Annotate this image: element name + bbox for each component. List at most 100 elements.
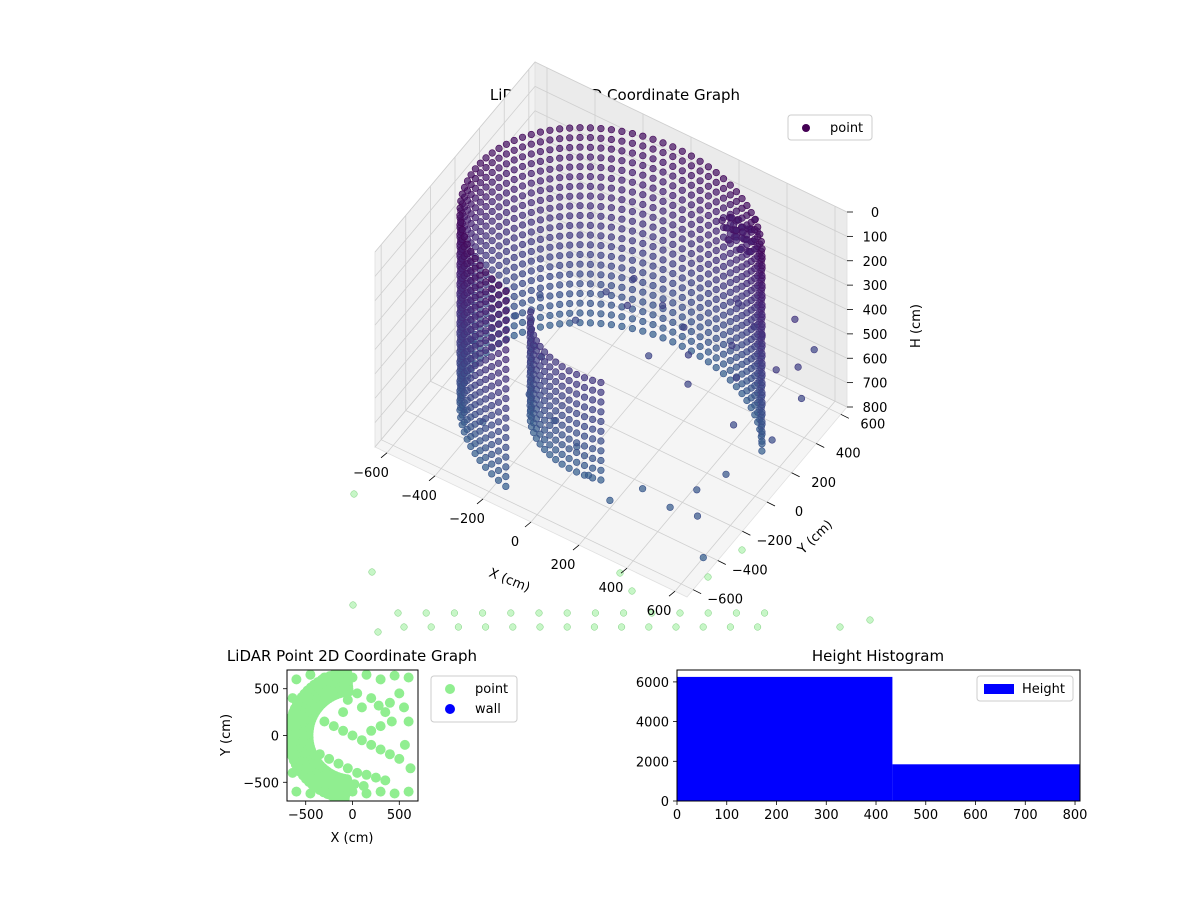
chart-3d-point xyxy=(536,255,545,263)
chart-3d-y-tick-label: −600 xyxy=(707,593,743,608)
chart-3d-point xyxy=(488,333,496,342)
chart-3d-point xyxy=(546,185,554,193)
chart-3d-point xyxy=(536,206,545,214)
chart-3d-point xyxy=(510,292,518,301)
chart-3d-point xyxy=(540,358,549,366)
chart-3d-point xyxy=(758,320,766,328)
chart-3d-point xyxy=(719,292,728,300)
chart-3d-point xyxy=(678,264,686,272)
grid-z-back xyxy=(534,232,848,383)
chart-3d-point xyxy=(556,300,564,309)
chart-3d-point xyxy=(588,386,597,394)
chart-3d-point xyxy=(502,307,510,315)
chart-3d-grid xyxy=(374,61,848,592)
chart-3d-point xyxy=(618,157,626,165)
chart-3d-point xyxy=(510,136,518,145)
chart-3d-point xyxy=(540,348,549,356)
chart-3d-point xyxy=(687,230,696,238)
chart-3d-point xyxy=(488,460,496,468)
chart-3d-point xyxy=(597,300,605,308)
chart-3d-point xyxy=(488,227,496,235)
chart-3d-point xyxy=(669,328,677,336)
chart-2d-point xyxy=(394,688,405,699)
chart-3d-point xyxy=(556,193,564,201)
chart-3d-point xyxy=(628,227,637,235)
chart-3d-point xyxy=(719,340,728,349)
chart-3d-point xyxy=(732,197,741,206)
chart-3d-ghost-point xyxy=(591,609,599,617)
chart-3d-point xyxy=(546,412,554,420)
chart-3d-point xyxy=(552,368,560,376)
chart-3d-point xyxy=(606,496,614,505)
chart-3d-zlabel: H (cm) xyxy=(909,304,924,348)
chart-3d-point xyxy=(558,363,566,371)
chart-3d-z-tick-label: 500 xyxy=(863,328,888,343)
chart-3d-point xyxy=(678,293,686,302)
chart-3d-point xyxy=(618,215,626,223)
chart-3d-point xyxy=(476,417,484,426)
chart-3d-point xyxy=(588,454,597,463)
chart-3d-point xyxy=(552,358,560,366)
chart-3d-y-tick xyxy=(840,413,850,419)
chart-3d-point xyxy=(669,211,677,219)
chart-3d-point xyxy=(704,299,713,307)
chart-2d-point xyxy=(291,674,302,685)
chart-3d-point xyxy=(639,298,647,306)
chart-3d-point xyxy=(546,363,554,371)
chart-3d-point xyxy=(758,262,766,270)
chart-3d-point xyxy=(678,274,686,282)
chart-3d-point xyxy=(482,356,490,364)
chart-3d-point xyxy=(669,182,677,190)
chart-3d-point xyxy=(566,183,574,191)
chart-3d-point xyxy=(510,234,518,242)
chart-3d-ghost-point xyxy=(761,609,769,617)
chart-3d-point xyxy=(649,252,657,260)
chart-3d-point xyxy=(726,318,734,326)
chart-3d-point xyxy=(527,208,535,217)
chart-3d-point xyxy=(639,181,647,189)
chart-3d-point xyxy=(696,352,704,360)
chart-3d-point xyxy=(510,166,518,174)
chart-3d-point xyxy=(476,300,484,309)
chart-2d-y-tick-label: 500 xyxy=(254,683,279,698)
chart-3d-point xyxy=(659,178,667,186)
chart-3d-point xyxy=(576,289,584,298)
chart-3d-point xyxy=(566,212,574,220)
chart-3d-point xyxy=(482,222,490,230)
chart-3d-point xyxy=(628,247,637,255)
chart-3d-point xyxy=(527,238,535,246)
chart-3d-point xyxy=(732,275,741,284)
chart-3d-point xyxy=(495,242,503,250)
chart-3d-point xyxy=(494,457,503,465)
chart-3d-point xyxy=(649,330,657,338)
chart-3d-point xyxy=(618,127,626,135)
chart-3d-point xyxy=(518,328,527,336)
chart-3d-xlabel: X (cm) xyxy=(487,566,532,596)
chart-3d-point xyxy=(649,301,657,309)
chart-3d-point xyxy=(488,392,496,400)
chart-3d-ghost-point xyxy=(507,609,515,617)
chart-3d-point xyxy=(482,288,490,296)
chart-3d-point xyxy=(546,214,554,222)
chart-3d-point xyxy=(502,199,511,207)
chart-3d-ticks: −600−400−2000200400600−600−400−200020040… xyxy=(353,206,887,619)
chart-3d-point xyxy=(588,376,597,385)
chart-3d-point xyxy=(719,331,728,339)
chart-3d-point xyxy=(463,177,472,185)
chart-3d-point xyxy=(726,269,734,277)
chart-3d-point xyxy=(607,243,616,251)
chart-3d-point xyxy=(494,388,503,397)
chart-3d-point xyxy=(696,333,704,341)
chart-3d-point xyxy=(482,232,490,240)
chart-3d-point xyxy=(586,299,595,308)
chart-3d-point xyxy=(669,250,677,258)
chart-3d-point xyxy=(687,220,696,228)
chart-3d-point xyxy=(687,250,696,258)
chart-3d-point xyxy=(649,213,657,221)
chart-3d-point xyxy=(678,147,686,155)
chart-3d-point xyxy=(649,184,657,192)
chart-3d-point xyxy=(572,439,581,447)
chart-2d-point xyxy=(349,779,360,790)
chart-3d-point xyxy=(732,363,741,371)
chart-3d-point xyxy=(518,153,527,161)
